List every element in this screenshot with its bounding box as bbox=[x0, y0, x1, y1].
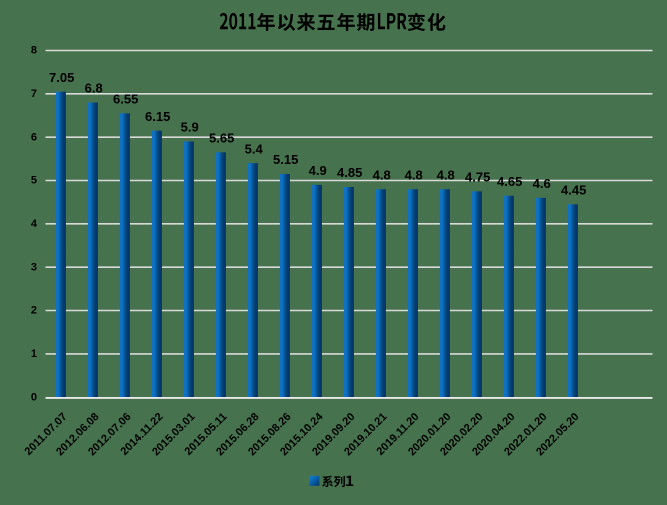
svg-text:4.85: 4.85 bbox=[337, 165, 362, 180]
svg-text:6: 6 bbox=[31, 131, 37, 143]
svg-text:5: 5 bbox=[31, 175, 37, 187]
svg-text:1: 1 bbox=[31, 348, 37, 360]
svg-text:4.9: 4.9 bbox=[309, 163, 327, 178]
svg-text:5.65: 5.65 bbox=[209, 131, 234, 146]
svg-text:3: 3 bbox=[31, 261, 37, 273]
svg-text:5.9: 5.9 bbox=[181, 120, 199, 135]
svg-text:4: 4 bbox=[31, 218, 38, 230]
svg-text:4.8: 4.8 bbox=[373, 167, 391, 182]
svg-text:7: 7 bbox=[31, 88, 37, 100]
svg-text:6.55: 6.55 bbox=[113, 92, 138, 107]
svg-text:4.6: 4.6 bbox=[533, 176, 551, 191]
svg-text:4.8: 4.8 bbox=[437, 167, 455, 182]
svg-text:4.75: 4.75 bbox=[465, 170, 490, 185]
svg-text:0: 0 bbox=[31, 391, 37, 403]
svg-text:7.05: 7.05 bbox=[49, 70, 74, 85]
svg-text:5.15: 5.15 bbox=[273, 152, 298, 167]
svg-text:6.8: 6.8 bbox=[85, 81, 103, 96]
svg-text:5.4: 5.4 bbox=[245, 141, 264, 156]
svg-text:8: 8 bbox=[31, 45, 37, 57]
svg-text:2: 2 bbox=[31, 305, 37, 317]
svg-text:4.8: 4.8 bbox=[405, 167, 423, 182]
svg-text:6.15: 6.15 bbox=[145, 109, 170, 124]
svg-text:4.45: 4.45 bbox=[561, 183, 586, 198]
svg-text:4.65: 4.65 bbox=[497, 174, 522, 189]
